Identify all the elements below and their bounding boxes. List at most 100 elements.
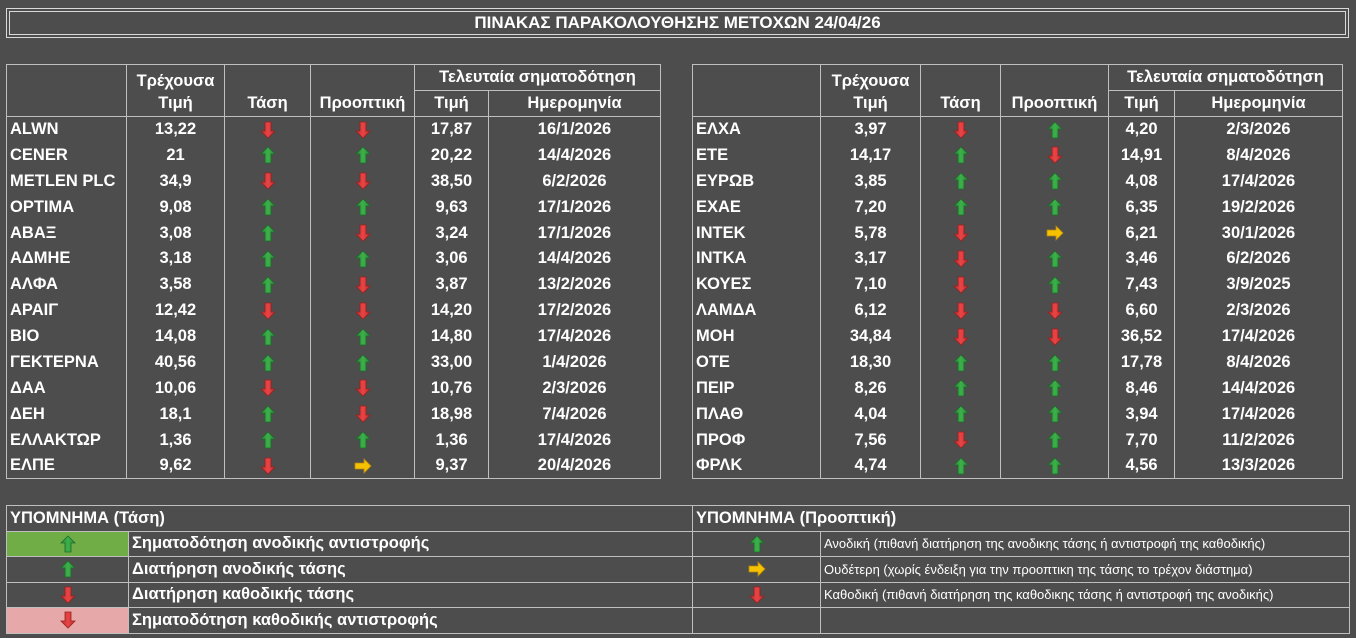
outlook-cell xyxy=(310,427,415,454)
table-row: ΙΝΤΕΚ 5,78 6,21 30/1/2026 xyxy=(692,220,1343,246)
table-row: ΓΕΚΤΕΡΝΑ 40,56 33,00 1/4/2026 xyxy=(6,349,661,376)
table-row: ΑΡΑΙΓ 12,42 14,20 17/2/2026 xyxy=(6,297,661,324)
table-row: CENER 21 20,22 14/4/2026 xyxy=(6,142,661,169)
green-up-arrow-icon xyxy=(59,560,77,578)
outlook-cell xyxy=(1000,116,1109,143)
header-last-signal: Τελευταία σηματοδότηση xyxy=(414,64,661,91)
stock-name-cell: ΕΥΡΩΒ xyxy=(692,168,821,195)
legend-outlook-item: Ανοδική (πιθανή διατήρηση της ανοδικης τ… xyxy=(820,530,1350,557)
signal-price-cell: 4,20 xyxy=(1108,116,1175,143)
green-up-arrow-icon xyxy=(354,198,372,216)
legend-table: ΥΠΟΜΝΗΜΑ (Τάση) ΥΠΟΜΝΗΜΑ (Προοπτική) Σημ… xyxy=(6,505,1350,634)
current-price-cell: 18,1 xyxy=(126,401,225,428)
green-up-arrow-icon xyxy=(259,353,277,371)
current-price-cell: 4,04 xyxy=(820,401,921,428)
green-up-arrow-icon xyxy=(1046,405,1064,423)
header-trend-blank xyxy=(224,64,311,91)
outlook-cell xyxy=(310,168,415,195)
trend-cell xyxy=(224,142,311,169)
outlook-cell xyxy=(310,245,415,272)
signal-price-cell: 10,76 xyxy=(414,375,489,402)
table-row: ΕΧΑΕ 7,20 6,35 19/2/2026 xyxy=(692,194,1343,221)
legend-outlook-down-icon-cell xyxy=(692,581,821,608)
table-row: ΑΒΑΞ 3,08 3,24 17/1/2026 xyxy=(6,220,661,246)
header-signal-date: Ημερομηνία xyxy=(488,90,661,117)
red-down-arrow-icon xyxy=(1046,327,1064,346)
legend-up-reversal-icon-cell xyxy=(6,530,129,557)
signal-date-cell: 17/2/2026 xyxy=(488,297,661,324)
trend-cell xyxy=(920,401,1001,428)
trend-cell xyxy=(920,168,1001,195)
red-down-arrow-icon xyxy=(59,611,77,629)
header-signal-price: Τιμή xyxy=(414,90,489,117)
red-down-arrow-icon xyxy=(354,120,372,139)
green-up-arrow-icon xyxy=(1046,431,1064,449)
signal-date-cell: 14/4/2026 xyxy=(488,245,661,272)
legend-trend-title: ΥΠΟΜΝΗΜΑ (Τάση) xyxy=(6,505,693,532)
signal-price-cell: 33,00 xyxy=(414,349,489,376)
legend-trend-item: Σηματοδότηση ανοδικής αντιστροφής xyxy=(128,530,693,557)
signal-date-cell: 17/4/2026 xyxy=(1174,323,1343,350)
outlook-cell xyxy=(1000,401,1109,428)
trend-cell xyxy=(920,220,1001,246)
header-trend-blank xyxy=(920,64,1001,91)
current-price-cell: 4,74 xyxy=(820,453,921,480)
signal-price-cell: 14,20 xyxy=(414,297,489,324)
signal-price-cell: 20,22 xyxy=(414,142,489,169)
header-outlook-blank xyxy=(1000,64,1109,91)
trend-cell xyxy=(224,453,311,480)
green-up-arrow-icon xyxy=(1046,353,1064,371)
green-up-arrow-icon xyxy=(354,327,372,346)
outlook-cell xyxy=(310,271,415,298)
table-row: ALWN 13,22 17,87 16/1/2026 xyxy=(6,116,661,143)
header-outlook-blank xyxy=(310,64,415,91)
current-price-cell: 7,56 xyxy=(820,427,921,454)
stock-name-cell: ΒΙΟ xyxy=(6,323,127,350)
trend-cell xyxy=(224,194,311,221)
trend-cell xyxy=(920,245,1001,272)
yellow-right-arrow-icon xyxy=(352,456,374,474)
green-up-arrow-icon xyxy=(354,431,372,449)
table-row: ΠΡΟΦ 7,56 7,70 11/2/2026 xyxy=(692,427,1343,454)
signal-price-cell: 14,91 xyxy=(1108,142,1175,169)
outlook-cell xyxy=(310,375,415,402)
current-price-cell: 8,26 xyxy=(820,375,921,402)
outlook-cell xyxy=(1000,168,1109,195)
green-up-arrow-icon xyxy=(259,224,277,242)
current-price-cell: 5,78 xyxy=(820,220,921,246)
current-price-cell: 3,17 xyxy=(820,245,921,272)
current-price-cell: 9,62 xyxy=(126,453,225,480)
current-price-cell: 12,42 xyxy=(126,297,225,324)
legend-outlook-item: Καθοδική (πιθανή διατήρηση της καθοδικης… xyxy=(820,581,1350,608)
green-up-arrow-icon xyxy=(1046,379,1064,397)
table-row: ΟΤΕ 18,30 17,78 8/4/2026 xyxy=(692,349,1343,376)
current-price-cell: 34,84 xyxy=(820,323,921,350)
red-down-arrow-icon xyxy=(59,585,77,604)
signal-price-cell: 3,46 xyxy=(1108,245,1175,272)
signal-price-cell: 3,94 xyxy=(1108,401,1175,428)
red-down-arrow-icon xyxy=(259,379,277,398)
table-row: ΒΙΟ 14,08 14,80 17/4/2026 xyxy=(6,323,661,350)
green-up-arrow-icon xyxy=(952,172,970,190)
trend-cell xyxy=(224,427,311,454)
header-outlook: Προοπτική xyxy=(310,90,415,117)
current-price-cell: 3,85 xyxy=(820,168,921,195)
signal-date-cell: 17/4/2026 xyxy=(1174,168,1343,195)
signal-price-cell: 8,46 xyxy=(1108,375,1175,402)
signal-price-cell: 36,52 xyxy=(1108,323,1175,350)
current-price-cell: 10,06 xyxy=(126,375,225,402)
signal-date-cell: 7/4/2026 xyxy=(488,401,661,428)
signal-price-cell: 9,63 xyxy=(414,194,489,221)
stock-name-cell: ΜΟΗ xyxy=(692,323,821,350)
signal-price-cell: 1,36 xyxy=(414,427,489,454)
green-up-arrow-icon xyxy=(354,353,372,371)
signal-price-cell: 3,06 xyxy=(414,245,489,272)
outlook-cell xyxy=(310,194,415,221)
table-row: ΜΟΗ 34,84 36,52 17/4/2026 xyxy=(692,323,1343,350)
table-row: ΦΡΛΚ 4,74 4,56 13/3/2026 xyxy=(692,453,1343,480)
outlook-cell xyxy=(1000,375,1109,402)
outlook-cell xyxy=(310,142,415,169)
signal-price-cell: 6,35 xyxy=(1108,194,1175,221)
trend-cell xyxy=(224,401,311,428)
current-price-cell: 6,12 xyxy=(820,297,921,324)
